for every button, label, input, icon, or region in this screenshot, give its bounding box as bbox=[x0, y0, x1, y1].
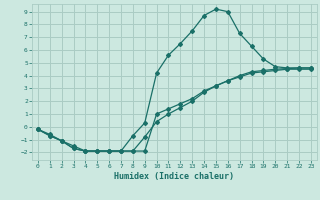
X-axis label: Humidex (Indice chaleur): Humidex (Indice chaleur) bbox=[115, 172, 234, 181]
